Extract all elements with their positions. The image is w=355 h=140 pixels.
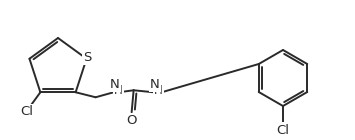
Text: H: H: [154, 84, 163, 97]
Text: Cl: Cl: [277, 123, 289, 136]
Text: N: N: [150, 78, 159, 91]
Text: N: N: [110, 78, 120, 91]
Text: S: S: [83, 51, 92, 64]
Text: Cl: Cl: [20, 105, 33, 118]
Text: H: H: [114, 84, 123, 97]
Text: O: O: [126, 114, 137, 127]
